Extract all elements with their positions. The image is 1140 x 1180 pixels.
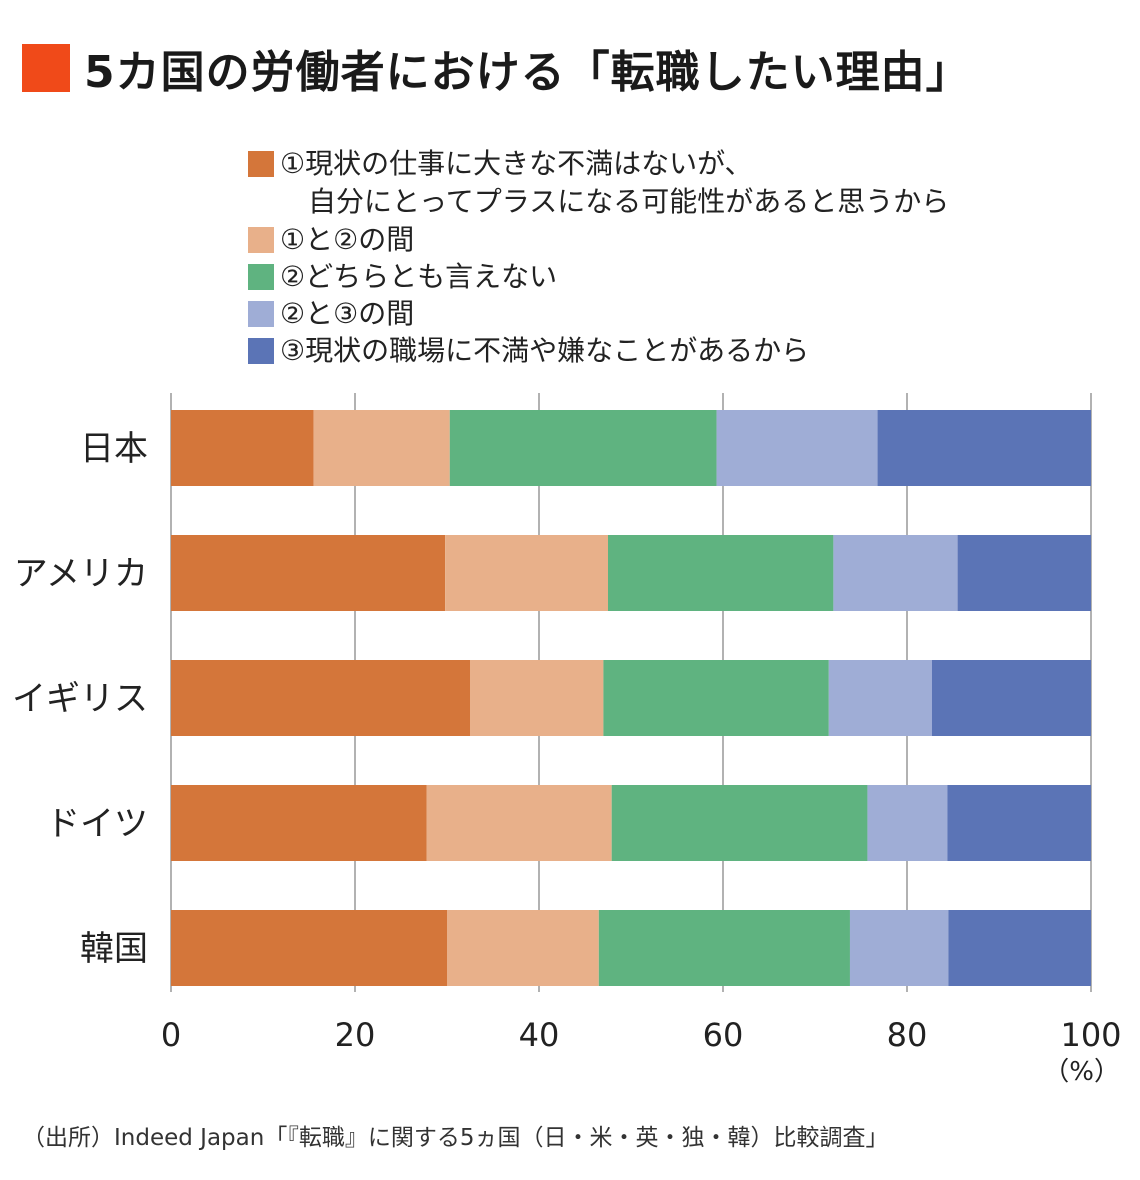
- bar-segment-1-2: [313, 410, 450, 486]
- bar-segment-2-5: [957, 535, 1091, 611]
- bar-segment-5-2: [447, 910, 599, 986]
- legend-item-2: ①と②の間: [248, 221, 949, 258]
- legend-item-3: ②どちらとも言えない: [248, 258, 949, 295]
- category-label-1: 日本: [80, 429, 148, 469]
- bar-segment-5-3: [598, 910, 850, 986]
- legend-item-1: ①現状の仕事に大きな不満はないが、 自分にとってプラスになる可能性があると思うか…: [248, 145, 949, 221]
- x-tick-label-80: 80: [887, 1016, 928, 1054]
- legend-swatch-3: [248, 264, 274, 290]
- legend-swatch-5: [248, 338, 274, 364]
- legend-label-3: ②どちらとも言えない: [280, 260, 558, 293]
- x-tick-label-100: 100: [1060, 1016, 1121, 1054]
- bar-segment-4-5: [947, 785, 1091, 861]
- category-label-4: ドイツ: [46, 804, 148, 844]
- bar-segment-2-3: [608, 535, 834, 611]
- legend-swatch-2: [248, 227, 274, 253]
- legend-swatch-1: [248, 151, 274, 177]
- bar-segment-3-2: [470, 660, 604, 736]
- bar-segment-5-4: [849, 910, 949, 986]
- legend: ①現状の仕事に大きな不満はないが、 自分にとってプラスになる可能性があると思うか…: [248, 145, 949, 369]
- bar-segment-1-5: [877, 410, 1091, 486]
- bar-segment-4-3: [611, 785, 868, 861]
- x-tick-label-0: 0: [161, 1016, 181, 1054]
- legend-label-2: ①と②の間: [280, 223, 415, 256]
- legend-label-1: ①現状の仕事に大きな不満はないが、 自分にとってプラスになる可能性があると思うか…: [280, 147, 950, 218]
- chart-title: 5カ国の労働者における「転職したい理由」: [84, 47, 971, 98]
- legend-label-5: ③現状の職場に不満や嫌なことがあるから: [280, 334, 810, 367]
- bar-segment-3-3: [603, 660, 829, 736]
- bar-segment-3-5: [931, 660, 1091, 736]
- x-tick-label-20: 20: [335, 1016, 376, 1054]
- bar-segment-4-1: [171, 785, 427, 861]
- bar-segment-1-1: [171, 410, 314, 486]
- bar-segment-2-4: [833, 535, 958, 611]
- category-label-3: イギリス: [12, 679, 148, 719]
- bar-segment-3-1: [171, 660, 470, 736]
- legend-swatch-4: [248, 301, 274, 327]
- bar-segment-1-3: [449, 410, 717, 486]
- bar-segment-2-2: [445, 535, 608, 611]
- category-label-5: 韓国: [80, 929, 148, 969]
- source-note: （出所）Indeed Japan「『転職』に関する5ヵ国（日・米・英・独・韓）比…: [22, 1125, 889, 1151]
- bar-segment-1-4: [716, 410, 878, 486]
- chart-title-area: 5カ国の労働者における「転職したい理由」: [22, 40, 971, 98]
- title-marker: [22, 44, 70, 92]
- legend-item-4: ②と③の間: [248, 295, 949, 332]
- x-tick-label-60: 60: [703, 1016, 744, 1054]
- bar-segment-3-4: [828, 660, 932, 736]
- bar-segment-5-1: [171, 910, 447, 986]
- legend-label-4: ②と③の間: [280, 297, 415, 330]
- legend-item-5: ③現状の職場に不満や嫌なことがあるから: [248, 332, 949, 369]
- x-tick-label-40: 40: [519, 1016, 560, 1054]
- bar-segment-5-5: [948, 910, 1091, 986]
- bar-segment-2-1: [171, 535, 446, 611]
- bar-segment-4-4: [867, 785, 948, 861]
- x-axis-unit: （%）: [1043, 1057, 1120, 1087]
- bar-segment-4-2: [426, 785, 612, 861]
- category-label-2: アメリカ: [14, 554, 148, 594]
